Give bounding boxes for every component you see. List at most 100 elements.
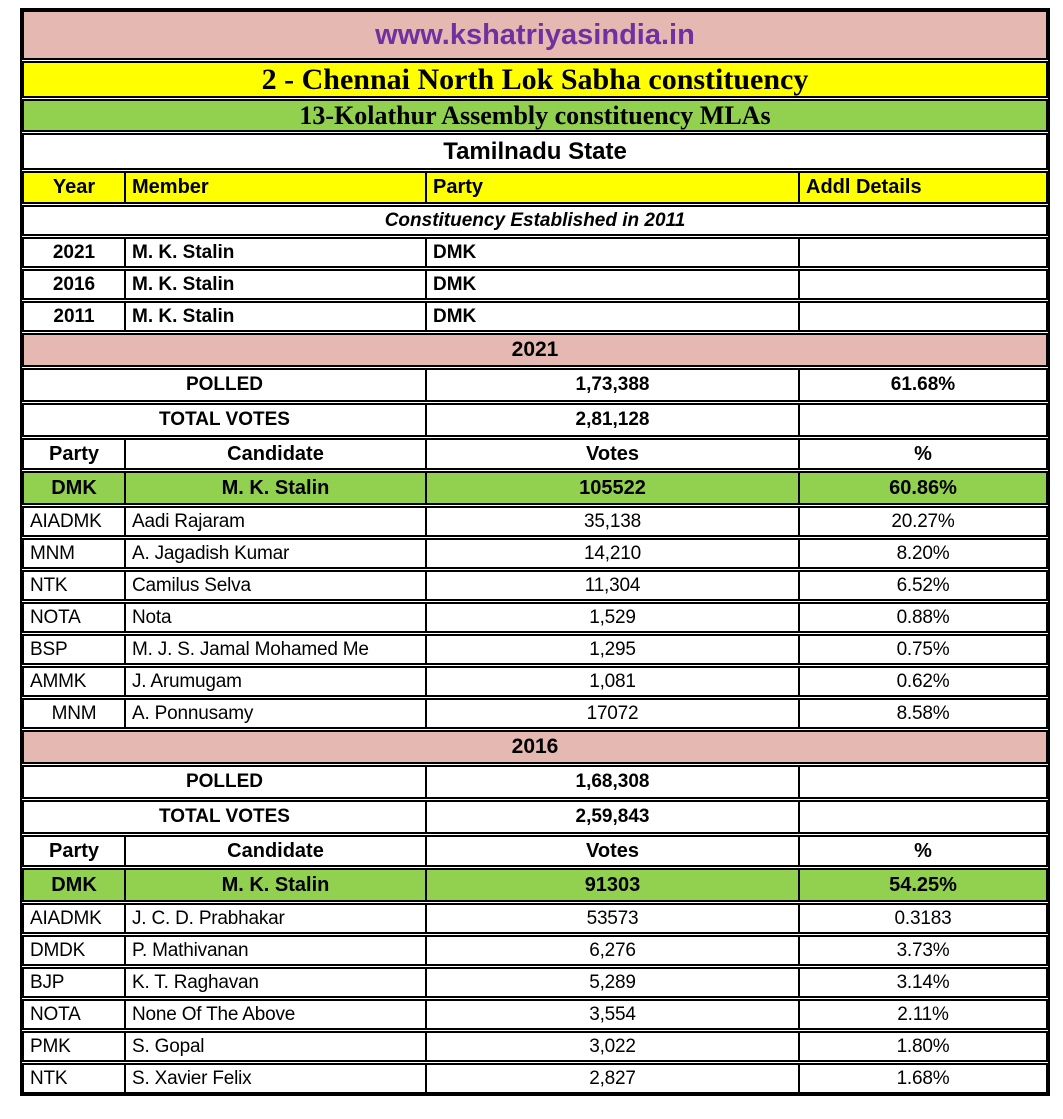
candidate-party: MNM <box>51 702 97 724</box>
mla-party: DMK <box>425 271 798 298</box>
candidate-name: S. Xavier Felix <box>124 1065 425 1092</box>
candidate-name: A. Jagadish Kumar <box>124 540 425 567</box>
candidate-name: J. Arumugam <box>124 668 425 695</box>
candidate-name: Nota <box>124 604 425 631</box>
polled-row-2021: POLLED 1,73,388 61.68% <box>22 368 1048 402</box>
header-votes: Votes <box>425 837 798 865</box>
winner-candidate: M. K. Stalin <box>124 473 425 503</box>
header-percent: % <box>798 440 1046 468</box>
mla-party: DMK <box>425 239 798 266</box>
candidate-party: NTK <box>30 574 68 596</box>
mla-row-2016: 2016 M. K. Stalin DMK <box>22 269 1048 300</box>
candidate-party: AIADMK <box>30 510 102 532</box>
candidate-percent: 2.11% <box>798 1001 1046 1028</box>
candidate-name: None Of The Above <box>124 1001 425 1028</box>
mla-member: M. K. Stalin <box>124 271 425 298</box>
candidate-row: PMK S. Gopal 3,022 1.80% <box>22 1031 1048 1062</box>
year-banner-label: 2016 <box>511 735 559 758</box>
mla-year: 2016 <box>52 273 96 295</box>
candidate-name: M. J. S. Jamal Mohamed Me <box>124 636 425 663</box>
candidate-party: BSP <box>30 638 68 660</box>
assembly-title: 13-Kolathur Assembly constituency MLAs <box>299 101 771 130</box>
candidate-name: Camilus Selva <box>124 572 425 599</box>
winner-percent: 60.86% <box>798 473 1046 503</box>
candidate-header-row-2016: Party Candidate Votes % <box>22 835 1048 867</box>
header-party: Party <box>48 442 100 465</box>
total-votes-row-2021: TOTAL VOTES 2,81,128 <box>22 403 1048 437</box>
total-votes-label: TOTAL VOTES <box>159 806 290 827</box>
header-candidate: Candidate <box>124 440 425 468</box>
candidate-percent: 0.88% <box>798 604 1046 631</box>
year-banner-2021: 2021 <box>22 333 1048 367</box>
winner-party: DMK <box>24 870 124 900</box>
polled-label: POLLED <box>185 374 264 395</box>
candidate-party: NOTA <box>30 1003 81 1025</box>
candidate-votes: 1,081 <box>425 668 798 695</box>
candidate-party: DMDK <box>30 939 86 961</box>
winner-row-2021: DMK M. K. Stalin 105522 60.86% <box>22 471 1048 505</box>
candidate-party: AIADMK <box>30 907 102 929</box>
mla-header-member: Member <box>124 173 425 202</box>
candidate-votes: 35,138 <box>425 508 798 535</box>
mla-row-2021: 2021 M. K. Stalin DMK <box>22 237 1048 268</box>
assembly-title-row: 13-Kolathur Assembly constituency MLAs <box>22 99 1048 132</box>
candidate-votes: 11,304 <box>425 572 798 599</box>
established-note: Constituency Established in 2011 <box>384 209 686 231</box>
winner-row-2016: DMK M. K. Stalin 91303 54.25% <box>22 868 1048 902</box>
candidate-name: A. Ponnusamy <box>124 700 425 727</box>
candidate-votes: 6,276 <box>425 937 798 964</box>
candidate-percent: 1.68% <box>798 1065 1046 1092</box>
candidate-row: NTK Camilus Selva 11,304 6.52% <box>22 570 1048 601</box>
mla-member: M. K. Stalin <box>124 239 425 266</box>
state-title: Tamilnadu State <box>443 137 627 165</box>
mla-header-year: Year <box>52 176 96 198</box>
candidate-votes: 53573 <box>425 905 798 932</box>
established-note-row: Constituency Established in 2011 <box>22 205 1048 236</box>
polled-label: POLLED <box>185 771 264 792</box>
candidate-name: P. Mathivanan <box>124 937 425 964</box>
candidate-row: AMMK J. Arumugam 1,081 0.62% <box>22 666 1048 697</box>
mla-year: 2021 <box>52 241 96 263</box>
mla-header-row: Year Member Party Addl Details <box>22 171 1048 204</box>
mla-member: M. K. Stalin <box>124 303 425 330</box>
mla-header-addl: Addl Details <box>798 173 1046 202</box>
candidate-party: AMMK <box>30 670 87 692</box>
mla-addl <box>798 271 1046 298</box>
state-title-row: Tamilnadu State <box>22 133 1048 170</box>
candidate-votes: 3,554 <box>425 1001 798 1028</box>
total-votes-label: TOTAL VOTES <box>159 409 290 430</box>
mla-addl <box>798 303 1046 330</box>
election-results-sheet: www.kshatriyasindia.in 2 - Chennai North… <box>20 8 1050 1096</box>
polled-votes: 1,68,308 <box>425 767 798 797</box>
candidate-party: PMK <box>30 1035 71 1057</box>
candidate-party: NTK <box>30 1067 68 1089</box>
candidate-row: DMDK P. Mathivanan 6,276 3.73% <box>22 935 1048 966</box>
year-banner-label: 2021 <box>511 338 559 361</box>
site-banner-row: www.kshatriyasindia.in <box>22 10 1048 60</box>
candidate-percent: 0.75% <box>798 636 1046 663</box>
mla-header-party: Party <box>425 173 798 202</box>
total-votes-percent <box>798 405 1046 435</box>
candidate-votes: 17072 <box>425 700 798 727</box>
candidate-party: MNM <box>30 542 75 564</box>
candidate-row: BJP K. T. Raghavan 5,289 3.14% <box>22 967 1048 998</box>
candidate-name: S. Gopal <box>124 1033 425 1060</box>
candidate-row: BSP M. J. S. Jamal Mohamed Me 1,295 0.75… <box>22 634 1048 665</box>
winner-party: DMK <box>24 473 124 503</box>
polled-percent <box>798 767 1046 797</box>
polled-percent: 61.68% <box>798 370 1046 400</box>
candidate-votes: 1,529 <box>425 604 798 631</box>
winner-votes: 91303 <box>425 870 798 900</box>
candidate-row: NOTA Nota 1,529 0.88% <box>22 602 1048 633</box>
winner-votes: 105522 <box>425 473 798 503</box>
header-percent: % <box>798 837 1046 865</box>
candidate-percent: 0.62% <box>798 668 1046 695</box>
total-votes-row-2016: TOTAL VOTES 2,59,843 <box>22 800 1048 834</box>
header-votes: Votes <box>425 440 798 468</box>
total-votes-value: 2,59,843 <box>425 802 798 832</box>
candidate-header-row-2021: Party Candidate Votes % <box>22 438 1048 470</box>
candidate-percent: 6.52% <box>798 572 1046 599</box>
header-candidate: Candidate <box>124 837 425 865</box>
total-votes-value: 2,81,128 <box>425 405 798 435</box>
candidate-votes: 1,295 <box>425 636 798 663</box>
